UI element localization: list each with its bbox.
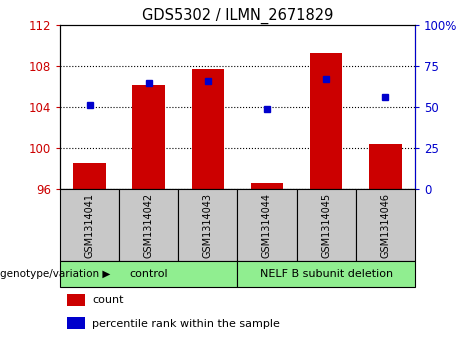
Text: GSM1314044: GSM1314044	[262, 192, 272, 258]
Text: GSM1314041: GSM1314041	[84, 192, 95, 258]
Bar	[67, 317, 85, 329]
Bar	[310, 53, 343, 189]
Bar	[356, 189, 415, 261]
Title: GDS5302 / ILMN_2671829: GDS5302 / ILMN_2671829	[142, 8, 333, 24]
Bar	[296, 189, 356, 261]
Text: NELF B subunit deletion: NELF B subunit deletion	[260, 269, 393, 279]
Bar	[251, 183, 283, 189]
Text: percentile rank within the sample: percentile rank within the sample	[92, 319, 280, 329]
Bar	[132, 85, 165, 189]
Text: GSM1314046: GSM1314046	[380, 192, 390, 258]
Bar	[192, 69, 224, 189]
Bar	[67, 294, 85, 306]
Bar	[119, 189, 178, 261]
Text: GSM1314042: GSM1314042	[144, 192, 154, 258]
Bar	[60, 261, 237, 287]
Text: genotype/variation ▶: genotype/variation ▶	[0, 269, 110, 279]
Bar	[178, 189, 237, 261]
Bar	[237, 261, 415, 287]
Text: count: count	[92, 294, 124, 305]
Bar	[73, 163, 106, 189]
Text: GSM1314043: GSM1314043	[203, 192, 213, 258]
Text: GSM1314045: GSM1314045	[321, 192, 331, 258]
Bar	[60, 189, 119, 261]
Bar	[237, 189, 296, 261]
Bar	[369, 144, 402, 189]
Text: control: control	[130, 269, 168, 279]
